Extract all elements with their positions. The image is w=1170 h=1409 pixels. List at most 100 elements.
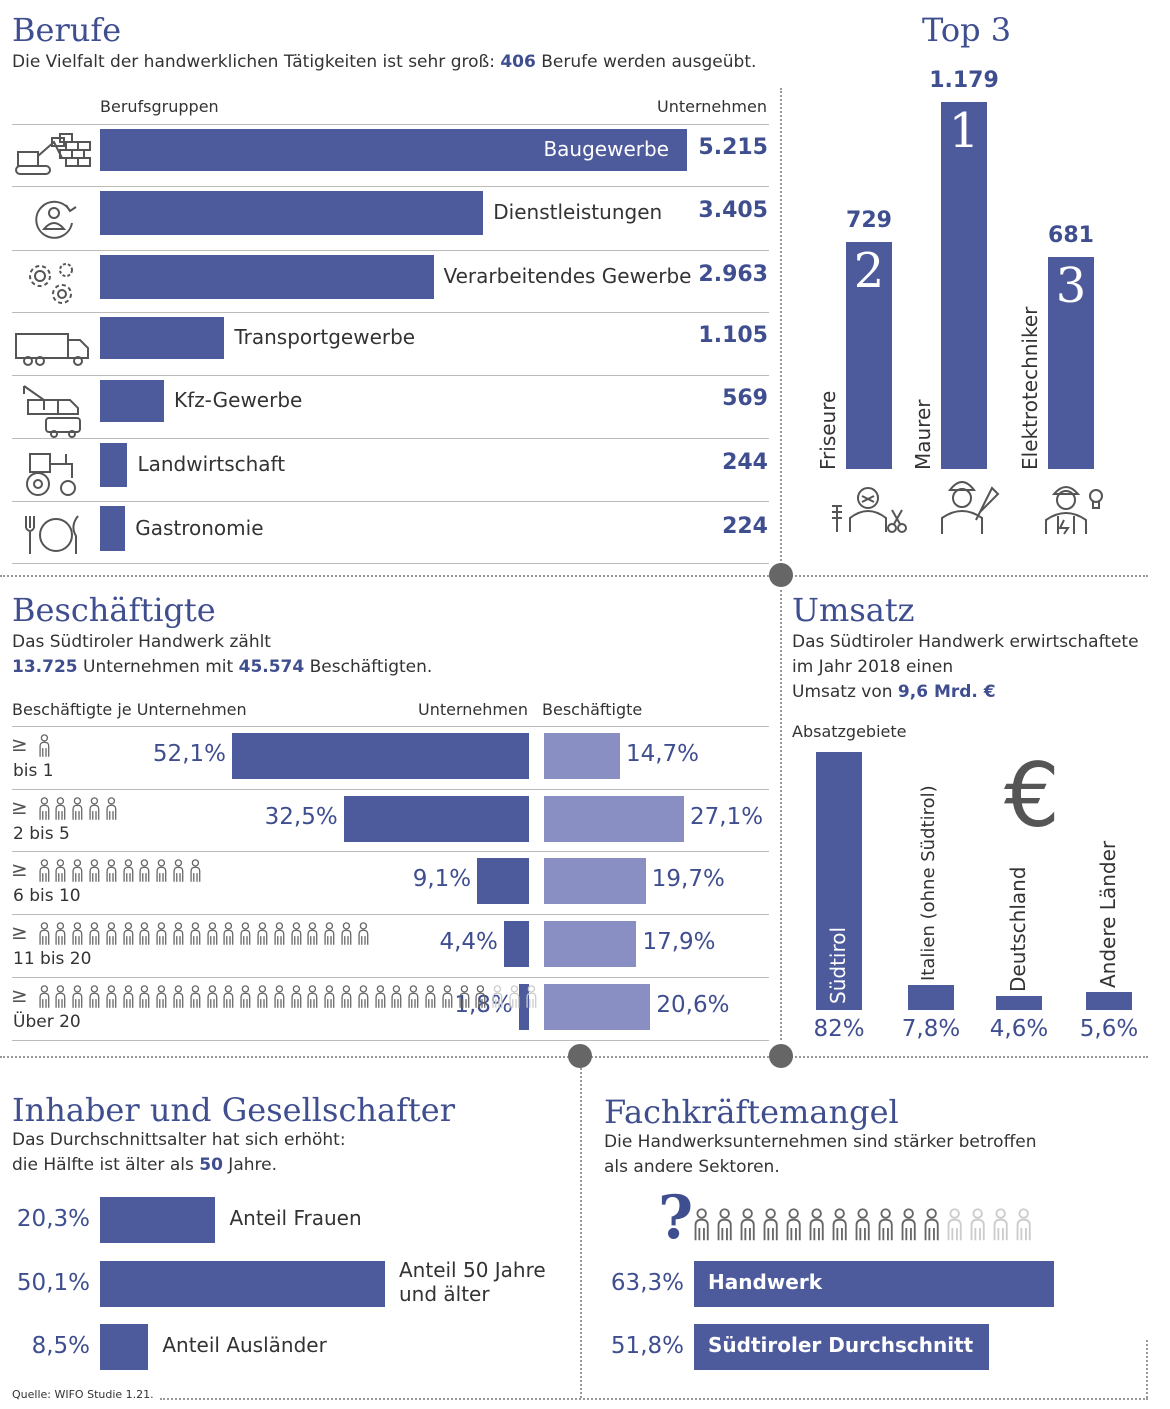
person-icon xyxy=(240,985,251,1008)
berufe-row-divider xyxy=(12,501,769,502)
person-icon xyxy=(763,1208,779,1241)
person-icon xyxy=(358,985,369,1008)
besch-beschaeftigte-value: 27,1% xyxy=(690,804,764,830)
berufe-bar-value: 5.215 xyxy=(698,135,768,160)
berufe-bar-value: 2.963 xyxy=(698,262,768,287)
top3-rank: 2 xyxy=(853,243,885,300)
person-icon xyxy=(240,922,251,945)
besch-greater-marker: ≥ xyxy=(11,795,28,819)
gears-icon xyxy=(29,263,73,304)
person-icon xyxy=(993,1208,1009,1241)
berufe-title: Berufe xyxy=(12,11,122,49)
beschaeftigte-line1: Das Südtiroler Handwerk zählt xyxy=(12,632,271,652)
person-icon xyxy=(89,985,100,1008)
top3-bar xyxy=(941,102,987,469)
mason-icon xyxy=(941,481,1000,534)
person-icon xyxy=(274,922,285,945)
besch-unternehmen-bar xyxy=(343,796,529,842)
umsatz-category: Andere Länder xyxy=(1096,841,1120,989)
berufe-bar-label: Landwirtschaft xyxy=(137,452,286,476)
person-icon xyxy=(475,985,486,1008)
umsatz-bar xyxy=(1086,992,1132,1010)
besch-unternehmen-bar xyxy=(477,858,529,904)
divider-dot-1 xyxy=(769,563,793,587)
inhaber-label: Anteil Ausländer xyxy=(162,1333,327,1357)
beschaeftigte-line2: 13.725 Unternehmen mit 45.574 Beschäftig… xyxy=(12,655,432,679)
besch-beschaeftigte-bar xyxy=(544,733,620,779)
person-icon xyxy=(173,859,184,882)
berufe-row-divider xyxy=(12,312,769,313)
inhaber-line1: Das Durchschnittsalter hat sich erhöht: xyxy=(12,1130,346,1150)
person-icon xyxy=(156,985,167,1008)
person-icon xyxy=(358,922,369,945)
beschaeftigte-num1: 13.725 xyxy=(12,657,78,677)
beschaeftigte-title: Beschäftigte xyxy=(12,591,216,629)
person-icon xyxy=(173,985,184,1008)
inhaber-line2-pre: die Hälfte ist älter als xyxy=(12,1155,200,1175)
fachkraefte-title: Fachkräftemangel xyxy=(604,1093,899,1131)
electrician-icon xyxy=(1045,486,1103,535)
umsatz-line2: im Jahr 2018 einen xyxy=(792,657,954,677)
inhaber-title: Inhaber und Gesellschafter xyxy=(12,1091,455,1129)
person-icon xyxy=(694,1208,710,1241)
berufe-bar-label: Kfz-Gewerbe xyxy=(174,388,303,412)
berufe-subtitle: Die Vielfalt der handwerklichen Tätigkei… xyxy=(12,50,756,74)
person-icon xyxy=(139,859,150,882)
umsatz-bar xyxy=(816,752,862,1010)
person-icon xyxy=(72,985,83,1008)
person-icon xyxy=(291,985,301,1008)
person-icon xyxy=(139,985,150,1008)
person-icon xyxy=(72,797,83,820)
person-icon xyxy=(190,859,201,882)
person-icon xyxy=(391,985,402,1008)
berufe-bar-value: 224 xyxy=(722,513,768,539)
top3-rank: 1 xyxy=(948,103,980,159)
fach-bar xyxy=(694,1324,989,1370)
top3-value: 729 xyxy=(846,208,892,234)
inhaber-bar xyxy=(100,1197,216,1243)
divider-dot-2 xyxy=(568,1044,592,1068)
berufe-row-divider xyxy=(12,375,769,376)
fach-value: 51,8% xyxy=(610,1333,684,1359)
berufe-bar-label: Dienstleistungen xyxy=(493,200,663,224)
berufe-bar xyxy=(100,443,128,487)
person-icon xyxy=(190,985,201,1008)
umsatz-value: 82% xyxy=(813,1016,865,1042)
besch-row-divider xyxy=(12,789,769,790)
besch-unternehmen-value: 9,1% xyxy=(412,866,472,892)
besch-beschaeftigte-value: 17,9% xyxy=(642,929,716,955)
top3-bar xyxy=(846,242,892,469)
inhaber-value: 8,5% xyxy=(31,1333,90,1359)
person-icon xyxy=(156,922,167,945)
person-icon xyxy=(526,985,537,1008)
berufe-subtitle-post: Berufe werden ausgeübt. xyxy=(535,52,757,72)
besch-unternehmen-value: 32,5% xyxy=(264,804,338,830)
person-icon xyxy=(139,922,150,945)
person-icon xyxy=(324,922,335,945)
person-icon xyxy=(106,922,117,945)
euro-icon: € xyxy=(1004,744,1060,847)
berufe-bar xyxy=(100,255,434,299)
fachkraefte-line2: als andere Sektoren. xyxy=(604,1157,780,1177)
person-icon xyxy=(55,859,66,882)
inhaber-label: Anteil 50 Jahre und älter xyxy=(399,1258,546,1306)
top3-value: 681 xyxy=(1048,223,1094,249)
person-icon xyxy=(307,985,318,1008)
besch-beschaeftigte-bar xyxy=(544,921,637,967)
berufe-bar-value: 1.105 xyxy=(698,323,768,348)
berufe-row-divider xyxy=(12,186,769,187)
person-icon xyxy=(274,985,285,1008)
person-icon xyxy=(39,859,49,882)
umsatz-line3: Umsatz von 9,6 Mrd. € xyxy=(792,680,996,704)
umsatz-bar xyxy=(996,995,1042,1010)
person-icon xyxy=(291,922,301,945)
person-icon xyxy=(855,1208,871,1241)
berufe-bar-value: 244 xyxy=(722,450,768,475)
person-icon xyxy=(257,985,268,1008)
person-icon xyxy=(901,1208,917,1241)
divider-vertical-middle xyxy=(780,590,782,1040)
person-icon xyxy=(89,859,100,882)
person-icon xyxy=(207,985,217,1008)
besch-category: 6 bis 10 xyxy=(13,886,81,906)
umsatz-value: 7,8% xyxy=(901,1016,961,1042)
